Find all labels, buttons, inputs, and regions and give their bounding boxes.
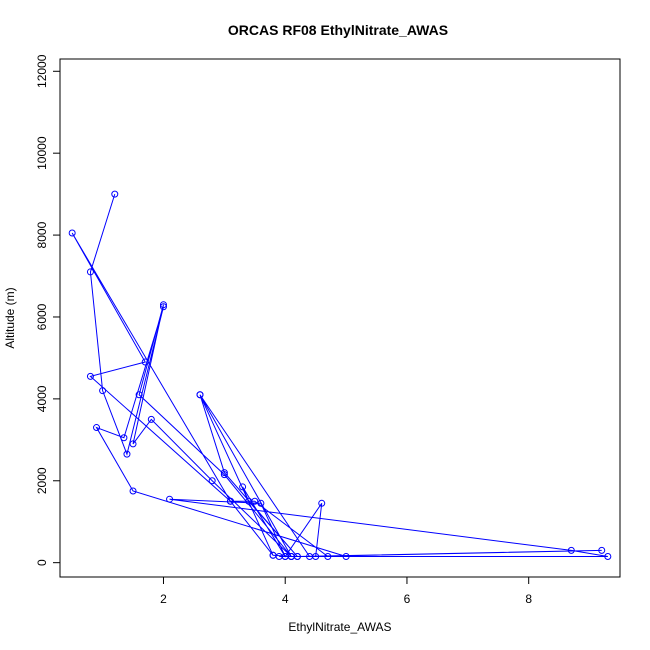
x-axis-label: EthylNitrate_AWAS: [288, 620, 391, 634]
series-line: [71, 193, 608, 558]
data-point: [196, 391, 204, 399]
data-point: [147, 415, 155, 423]
data-point: [208, 477, 216, 485]
data-point: [220, 471, 228, 479]
data-point: [324, 553, 332, 561]
data-point: [293, 553, 301, 561]
chart-title: ORCAS RF08 EthylNitrate_AWAS: [228, 22, 448, 38]
data-point: [598, 546, 606, 554]
data-point: [226, 497, 234, 505]
data-point: [220, 469, 228, 477]
x-tick-label: 2: [160, 592, 167, 606]
y-tick-label: 8000: [35, 221, 49, 248]
data-point: [141, 358, 149, 366]
data-point: [129, 487, 137, 495]
data-point: [135, 391, 143, 399]
y-tick-label: 6000: [35, 303, 49, 330]
data-point: [93, 424, 101, 432]
data-point: [269, 551, 277, 559]
data-point: [166, 495, 174, 503]
data-point: [120, 434, 128, 442]
data-point: [239, 483, 247, 491]
data-point: [99, 387, 107, 395]
data-point: [257, 499, 265, 507]
data-point: [318, 499, 326, 507]
plot-frame: [59, 58, 621, 578]
data-point: [129, 440, 137, 448]
data-point: [86, 268, 94, 276]
x-tick-label: 8: [525, 592, 532, 606]
series-points: [68, 190, 612, 561]
data-point: [159, 301, 167, 309]
data-point: [123, 450, 131, 458]
x-tick-label: 6: [404, 592, 411, 606]
x-tick-label: 4: [282, 592, 289, 606]
y-axis-label: Altitude (m): [3, 287, 17, 348]
data-point: [111, 190, 119, 198]
y-tick-label: 2000: [35, 467, 49, 494]
y-tick-label: 10000: [35, 136, 49, 170]
data-point: [245, 497, 253, 505]
data-point: [342, 553, 350, 561]
y-tick-label: 12000: [35, 54, 49, 88]
y-tick-label: 4000: [35, 385, 49, 412]
x-axis: 2 4 6 8: [160, 576, 532, 606]
data-point: [159, 303, 167, 311]
data-point: [604, 553, 612, 561]
series-polyline: [71, 193, 608, 558]
data-point: [306, 553, 314, 561]
y-axis: 0 2000 4000 6000 8000 10000 12000: [35, 54, 61, 566]
y-tick-label: 0: [35, 559, 49, 566]
data-point: [567, 546, 575, 554]
data-point: [86, 372, 94, 380]
data-point: [68, 229, 76, 237]
